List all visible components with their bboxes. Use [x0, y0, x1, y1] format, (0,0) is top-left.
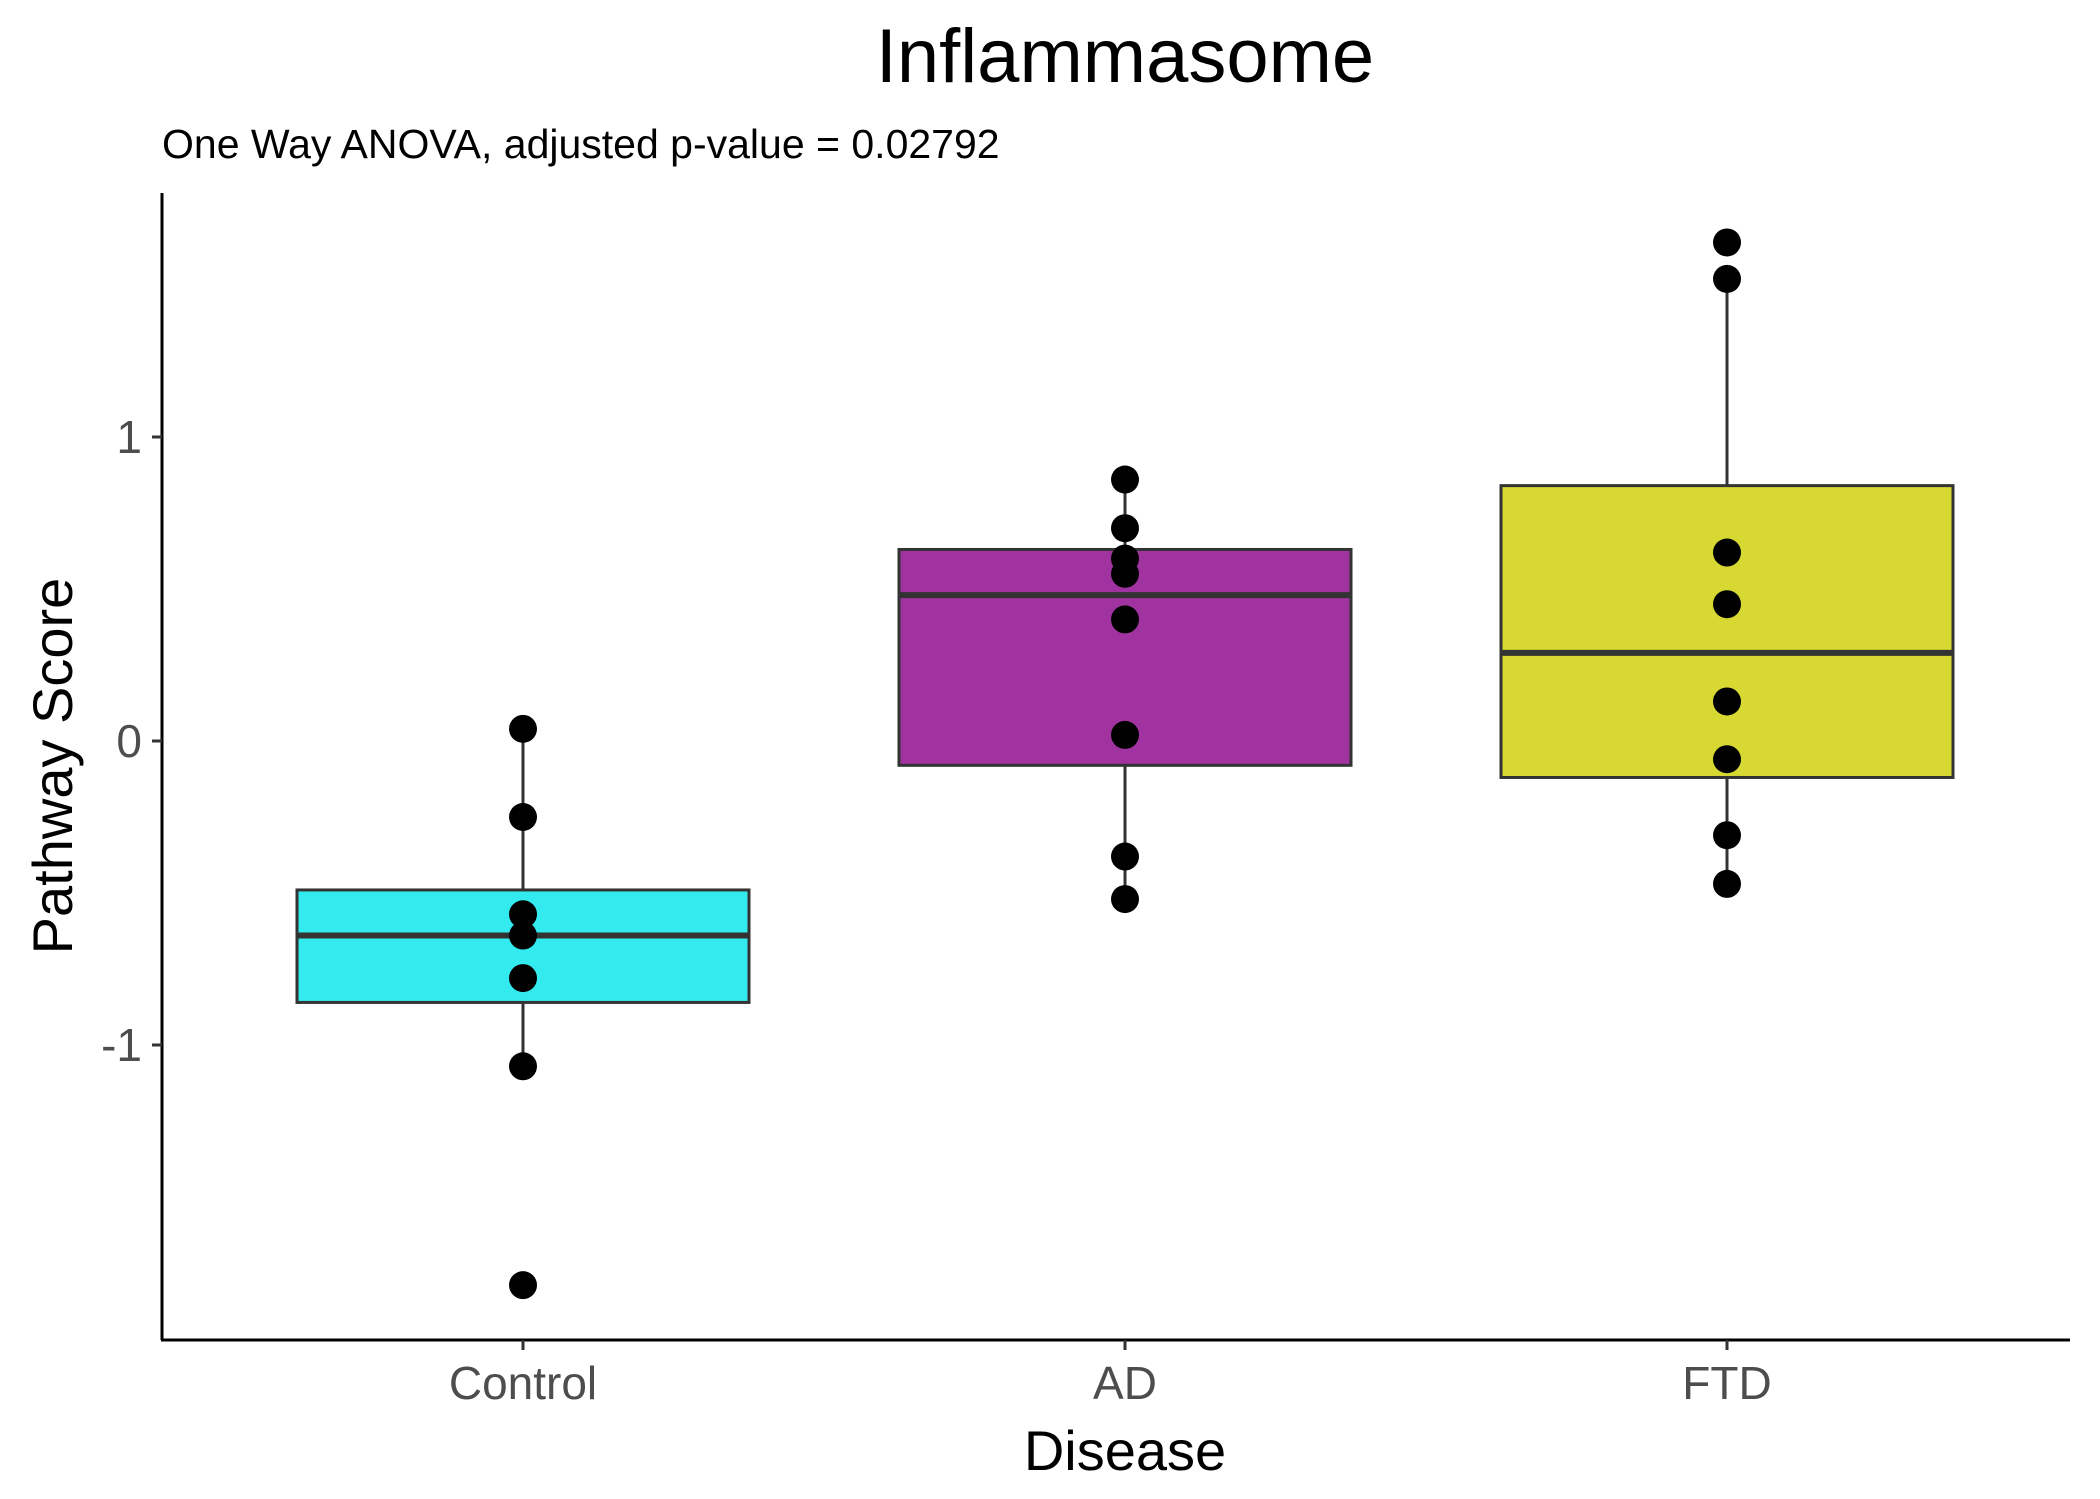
data-point	[1111, 885, 1139, 914]
y-tick-label: 1	[116, 411, 142, 463]
data-point	[509, 900, 537, 929]
box-group-control	[295, 714, 751, 1300]
y-axis-ticks: -1 0 1	[101, 411, 162, 1071]
data-point	[509, 1052, 537, 1081]
plot-area	[295, 228, 1955, 1300]
chart-subtitle: One Way ANOVA, adjusted p-value = 0.0279…	[162, 121, 1000, 167]
data-point	[1713, 538, 1741, 567]
data-point	[509, 714, 537, 743]
y-tick-label: 0	[116, 715, 142, 767]
data-point	[1713, 745, 1741, 774]
chart-title: Inflammasome	[876, 14, 1374, 99]
data-point	[1111, 514, 1139, 543]
data-point	[1713, 590, 1741, 619]
box-group-ad	[897, 465, 1353, 914]
box-group-ftd	[1499, 228, 1955, 898]
y-axis-title: Pathway Score	[21, 578, 84, 955]
box-iqr	[1499, 484, 1955, 779]
x-axis-ticks: Control AD FTD	[449, 1340, 1772, 1409]
data-point	[1713, 869, 1741, 898]
data-point	[509, 921, 537, 950]
data-point	[1111, 465, 1139, 494]
data-point	[509, 964, 537, 993]
data-point	[1713, 228, 1741, 257]
data-point	[1713, 264, 1741, 293]
x-tick-label: Control	[449, 1357, 597, 1409]
x-tick-label: AD	[1093, 1357, 1157, 1409]
data-point	[1713, 687, 1741, 716]
data-point	[509, 803, 537, 831]
data-point	[1111, 605, 1139, 634]
data-point	[1111, 720, 1139, 749]
x-tick-label: FTD	[1682, 1357, 1771, 1409]
x-axis-title: Disease	[1024, 1419, 1226, 1482]
y-tick-label: -1	[101, 1019, 142, 1071]
data-point	[1111, 559, 1139, 588]
data-point	[509, 1271, 537, 1300]
data-point	[1713, 821, 1741, 850]
data-point	[1111, 842, 1139, 871]
